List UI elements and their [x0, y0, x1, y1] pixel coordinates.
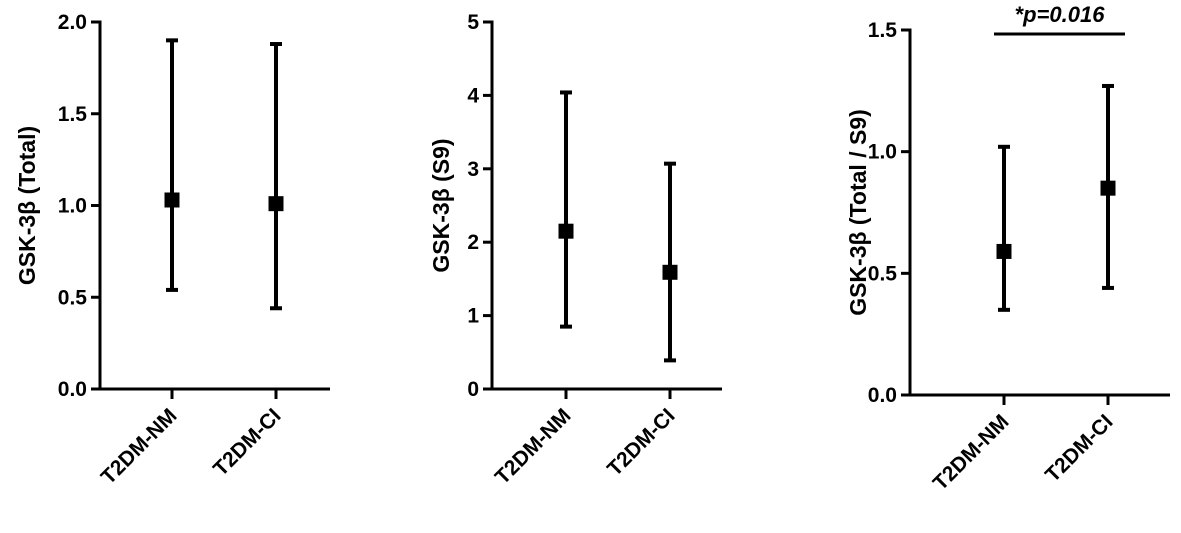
x-tick-label: T2DM-CI — [603, 404, 679, 480]
y-tick-label: 1 — [467, 305, 479, 328]
x-tick-label: T2DM-NM — [491, 404, 576, 489]
y-axis-title: GSK-3β (Total / S9) — [845, 109, 871, 316]
y-tick-label: 2 — [467, 231, 479, 254]
y-tick-label: 5 — [467, 11, 479, 34]
data-point — [1100, 180, 1116, 196]
x-tick-label: T2DM-CI — [209, 404, 285, 480]
y-tick-label: 0.0 — [58, 378, 87, 401]
chart-panel-3: 0.0 0.5 1.0 1.5 T2DM-NM T2DM-CI GSK-3β (Total … — [845, 2, 1170, 495]
chart-panel-1: 0.0 0.5 1.0 1.5 2.0 T2DM-NM T2DM-CI GSK-3β (Tot… — [14, 11, 330, 489]
data-point — [558, 223, 574, 239]
x-tick-label: T2DM-NM — [929, 410, 1014, 495]
data-point — [268, 196, 284, 212]
x-tick-label: T2DM-CI — [1041, 410, 1117, 486]
y-axis-title: GSK-3β (S9) — [428, 138, 454, 272]
data-point — [996, 243, 1012, 259]
data-point — [662, 264, 678, 280]
y-tick-label: 0.5 — [868, 262, 898, 285]
y-tick-label: 0 — [467, 378, 479, 401]
y-tick-label: 2.0 — [58, 11, 87, 34]
significance-label: *p=0.016 — [1015, 2, 1106, 27]
data-point — [164, 192, 180, 208]
x-tick-label: T2DM-NM — [97, 404, 182, 489]
y-tick-label: 0.5 — [58, 286, 88, 309]
y-tick-label: 1.5 — [868, 19, 898, 42]
chart-panel-2: 0 1 2 3 4 5 T2DM-NM T2DM-CI GSK-3β (S9) — [428, 11, 722, 489]
y-axis-title: GSK-3β (Total) — [14, 126, 40, 285]
y-tick-label: 0.0 — [868, 384, 897, 407]
y-tick-label: 4 — [467, 84, 479, 107]
y-tick-label: 1.5 — [58, 103, 88, 126]
y-tick-label: 3 — [467, 158, 479, 181]
y-tick-label: 1.0 — [868, 141, 897, 164]
y-tick-label: 1.0 — [58, 195, 87, 218]
